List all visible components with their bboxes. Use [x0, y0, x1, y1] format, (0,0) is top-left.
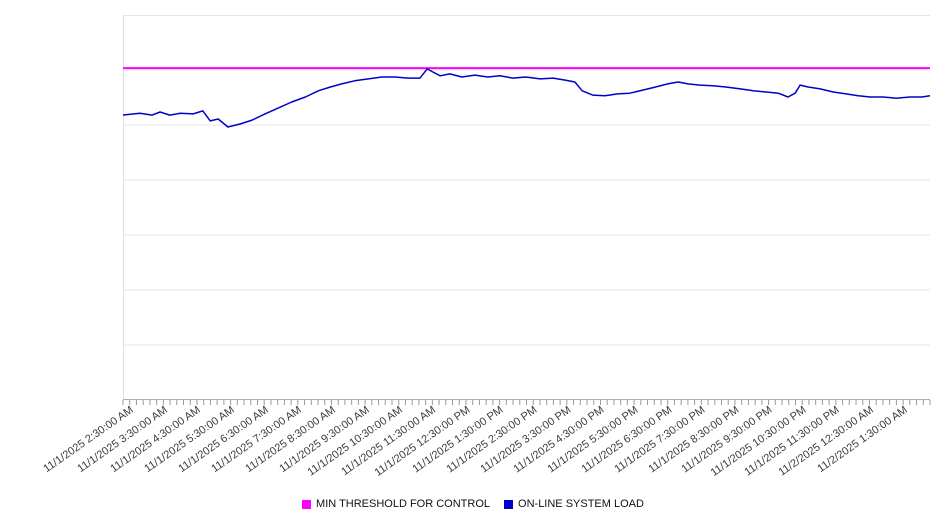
legend-item-min-threshold-for-control[interactable]: MIN THRESHOLD FOR CONTROL	[302, 498, 490, 510]
legend: MIN THRESHOLD FOR CONTROL ON-LINE SYSTEM…	[0, 498, 946, 510]
plot-area	[122, 15, 931, 405]
legend-item-online-system-load[interactable]: ON-LINE SYSTEM LOAD	[504, 498, 644, 510]
legend-label: ON-LINE SYSTEM LOAD	[518, 498, 644, 510]
legend-label: MIN THRESHOLD FOR CONTROL	[316, 498, 491, 510]
chart-canvas	[122, 15, 931, 405]
legend-swatch-icon	[504, 499, 514, 509]
legend-swatch-icon	[302, 499, 312, 509]
